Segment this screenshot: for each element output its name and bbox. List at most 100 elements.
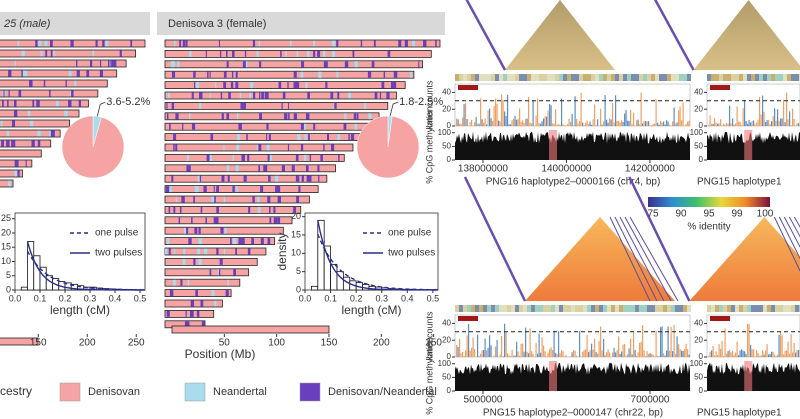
kmer-bar bbox=[667, 326, 669, 357]
tract bbox=[269, 206, 271, 213]
identity-strip bbox=[627, 74, 631, 81]
tract bbox=[220, 92, 223, 99]
kmer-bar bbox=[489, 108, 491, 126]
kmer-bar bbox=[798, 123, 800, 126]
kmer-bar bbox=[544, 351, 546, 357]
tract bbox=[213, 217, 217, 224]
kmer-bar bbox=[621, 351, 623, 357]
tract bbox=[89, 60, 93, 67]
tract bbox=[330, 92, 334, 99]
kmer-bar bbox=[790, 125, 792, 126]
y-tick-label: 25 bbox=[1, 213, 11, 223]
tract bbox=[184, 321, 188, 328]
tract bbox=[29, 120, 34, 127]
kmer-bar bbox=[624, 344, 626, 357]
identity-strip bbox=[523, 74, 527, 81]
kmer-bar bbox=[573, 350, 575, 357]
tract bbox=[308, 134, 310, 141]
panel-header bbox=[0, 12, 150, 35]
tract bbox=[207, 71, 209, 78]
kmer-bar bbox=[622, 121, 624, 126]
tract bbox=[69, 90, 72, 97]
kmer-bar bbox=[643, 350, 645, 357]
y-tick-label: 0 bbox=[296, 284, 301, 294]
kmer-bar bbox=[574, 96, 576, 126]
chromosome bbox=[164, 164, 336, 173]
y-tick-label: 50 bbox=[694, 372, 703, 381]
tract bbox=[3, 90, 5, 97]
tract bbox=[199, 175, 202, 182]
diagonal bbox=[778, 216, 800, 260]
kmer-bar bbox=[762, 350, 764, 357]
kmer-bar bbox=[562, 351, 564, 357]
identity-strip bbox=[639, 305, 643, 312]
kmer-bar bbox=[583, 350, 585, 357]
tract bbox=[226, 50, 228, 57]
tract bbox=[105, 40, 109, 47]
tract bbox=[167, 92, 170, 99]
kmer-bar bbox=[676, 336, 678, 357]
kmer-bar bbox=[586, 120, 588, 126]
kmer-bar bbox=[591, 124, 593, 126]
chromosome bbox=[0, 179, 14, 188]
kmer-bar bbox=[601, 124, 603, 126]
identity-strip bbox=[675, 305, 679, 312]
kmer-bar bbox=[549, 349, 551, 357]
tract bbox=[219, 50, 222, 57]
kmer-bar bbox=[507, 353, 509, 357]
y-tick-label: 40 bbox=[442, 319, 451, 328]
identity-strip bbox=[527, 305, 531, 312]
kmer-bar bbox=[588, 352, 590, 357]
chromosome bbox=[164, 195, 310, 204]
panel-title: 25 (male) bbox=[3, 18, 51, 30]
identity-strip bbox=[715, 305, 719, 312]
chromosome bbox=[164, 102, 389, 110]
kmer-bar bbox=[555, 352, 557, 357]
identity-strip bbox=[495, 305, 499, 312]
kmer-bar bbox=[772, 116, 774, 126]
chromosome bbox=[164, 153, 345, 162]
tract bbox=[206, 154, 210, 161]
tract bbox=[203, 248, 208, 255]
kmer-bar bbox=[672, 121, 674, 126]
tract bbox=[238, 238, 241, 245]
tract bbox=[280, 50, 282, 57]
identity-strip bbox=[727, 74, 731, 81]
kmer-bar bbox=[639, 124, 641, 126]
kmer-bar bbox=[576, 355, 578, 357]
kmer-bar bbox=[490, 118, 492, 126]
kmer-bar bbox=[670, 326, 672, 357]
chromosome bbox=[164, 278, 241, 287]
kmer-bar bbox=[732, 350, 734, 357]
tract bbox=[386, 92, 390, 99]
kmer-bar bbox=[487, 110, 489, 126]
kmer-bar bbox=[487, 347, 489, 357]
identity-strip bbox=[503, 305, 507, 312]
kmer-bar bbox=[508, 355, 510, 357]
identity-strip bbox=[547, 74, 551, 81]
kmer-bar bbox=[564, 125, 566, 126]
tract bbox=[253, 92, 256, 99]
kmer-bar bbox=[730, 123, 732, 126]
kmer-bar bbox=[748, 324, 750, 357]
tract bbox=[166, 238, 170, 245]
kmer-bar bbox=[678, 110, 680, 126]
identity-strip bbox=[575, 305, 579, 312]
tract bbox=[1, 140, 4, 147]
kmer-bar bbox=[541, 121, 543, 126]
kmer-bar bbox=[648, 353, 650, 357]
identity-strip bbox=[491, 305, 495, 312]
kmer-bar bbox=[718, 344, 720, 357]
tract bbox=[196, 310, 200, 317]
kmer-bar bbox=[712, 346, 714, 357]
y-tick-label: 0 bbox=[447, 121, 452, 130]
kmer-bar bbox=[558, 124, 560, 126]
kmer-bar bbox=[682, 102, 684, 126]
chromosome bbox=[0, 129, 61, 138]
tract bbox=[174, 40, 176, 47]
tract bbox=[27, 110, 31, 117]
chromosome bbox=[0, 79, 108, 88]
kmer-bar bbox=[556, 124, 558, 126]
histogram-bar bbox=[317, 219, 325, 291]
kmer-bar bbox=[759, 97, 761, 126]
